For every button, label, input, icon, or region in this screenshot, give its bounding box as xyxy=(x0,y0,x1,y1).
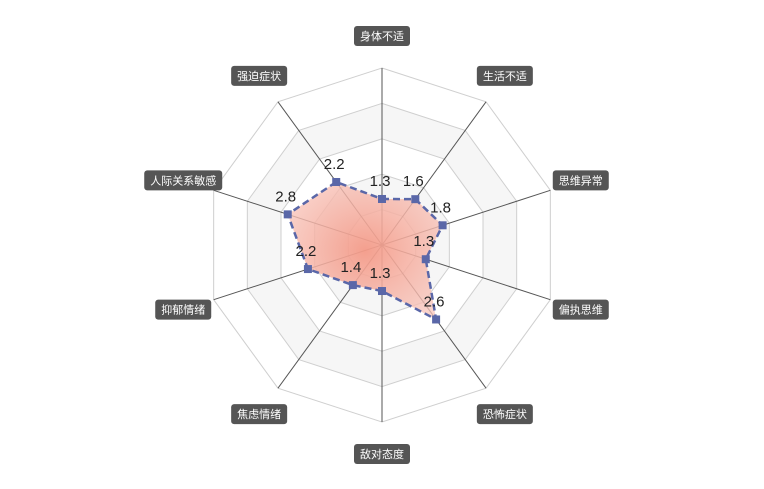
value-label: 1.6 xyxy=(403,173,424,190)
label-box xyxy=(476,404,533,425)
category-label: 恐怖症状 xyxy=(476,404,533,425)
label-box xyxy=(155,299,212,320)
category-text: 生活不适 xyxy=(483,69,527,83)
category-label: 生活不适 xyxy=(476,65,533,86)
category-text: 恐怖症状 xyxy=(483,407,527,421)
category-text: 焦虑情绪 xyxy=(237,407,281,421)
data-point xyxy=(378,194,386,203)
category-text: 思维异常 xyxy=(559,174,603,187)
data-point xyxy=(303,265,312,274)
category-text: 抑郁情绪 xyxy=(161,303,205,317)
label-box xyxy=(354,26,410,46)
category-label: 焦虑情绪 xyxy=(231,404,288,425)
value-label: 1.3 xyxy=(370,173,391,190)
data-point xyxy=(283,210,292,219)
data-point xyxy=(432,315,441,324)
label-box xyxy=(552,170,609,191)
data-point xyxy=(378,287,386,296)
label-box xyxy=(476,65,533,86)
category-label: 思维异常 xyxy=(552,170,609,191)
data-point xyxy=(438,221,447,230)
category-label: 偏执思维 xyxy=(552,299,609,320)
value-label: 1.4 xyxy=(340,259,361,276)
data-point xyxy=(411,195,420,204)
category-label: 身体不适 xyxy=(354,26,410,46)
category-label: 敌对态度 xyxy=(354,444,410,464)
label-box xyxy=(144,170,223,191)
data-point xyxy=(348,281,357,290)
category-text: 身体不适 xyxy=(360,29,404,43)
label-box xyxy=(231,404,288,425)
category-text: 偏执思维 xyxy=(559,303,603,317)
value-label: 2.2 xyxy=(296,243,317,260)
category-label: 人际关系敏感 xyxy=(144,170,223,191)
label-box xyxy=(552,299,609,320)
data-point xyxy=(332,177,341,186)
category-text: 敌对态度 xyxy=(360,447,404,461)
value-label: 2.2 xyxy=(324,156,345,173)
value-label: 2.6 xyxy=(424,293,445,310)
category-label: 强迫症状 xyxy=(231,65,288,86)
category-label: 抑郁情绪 xyxy=(155,299,212,320)
label-box xyxy=(354,444,410,464)
category-text: 人际关系敏感 xyxy=(150,173,216,187)
category-text: 强迫症状 xyxy=(237,69,281,83)
value-label: 2.8 xyxy=(275,188,296,205)
data-point xyxy=(421,255,430,264)
label-box xyxy=(231,65,288,86)
value-label: 1.3 xyxy=(413,233,434,250)
value-label: 1.3 xyxy=(370,265,391,282)
value-label: 1.8 xyxy=(430,199,451,216)
